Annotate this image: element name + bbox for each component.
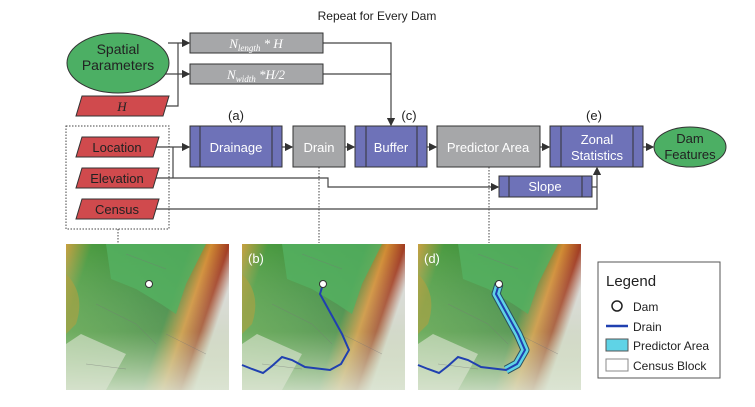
drain-line: [417, 283, 527, 375]
drain-line: [241, 283, 351, 375]
svg-text:H: H: [116, 99, 127, 114]
svg-text:Drain: Drain: [633, 320, 662, 334]
legend: Legend Dam Drain Predictor Area Census B…: [597, 261, 721, 379]
drainage-process: Drainage: [189, 125, 283, 168]
svg-text:Spatial: Spatial: [97, 41, 140, 57]
zonal-statistics-process: Zonal Statistics: [549, 125, 644, 168]
svg-text:Zonal: Zonal: [581, 132, 614, 147]
svg-text:Nwidth *H/2: Nwidth *H/2: [226, 67, 285, 84]
drain-data: Drain: [292, 125, 346, 168]
length-formula-node: Nlength * H: [189, 32, 324, 54]
dam-marker: [145, 280, 153, 288]
location-input-node: Location: [75, 136, 160, 158]
dam-marker: [319, 280, 327, 288]
label-e: (e): [586, 108, 602, 123]
svg-text:Features: Features: [664, 147, 716, 162]
svg-text:Census: Census: [95, 202, 140, 217]
svg-text:Census Block: Census Block: [633, 359, 707, 373]
svg-text:Slope: Slope: [528, 179, 561, 194]
svg-text:Elevation: Elevation: [90, 171, 143, 186]
diagram-title: Repeat for Every Dam: [318, 9, 437, 23]
svg-text:Dam: Dam: [633, 300, 658, 314]
svg-text:Predictor Area: Predictor Area: [447, 140, 530, 155]
map-predictor-area: (d): [417, 243, 582, 391]
label-b: (b): [248, 251, 264, 266]
svg-text:Dam: Dam: [676, 131, 703, 146]
svg-text:Nlength * H: Nlength * H: [228, 36, 283, 53]
predictor-area-symbol-icon: [605, 338, 629, 352]
width-formula-node: Nwidth *H/2: [189, 63, 324, 85]
svg-text:Location: Location: [92, 140, 141, 155]
dam-marker: [495, 280, 503, 288]
svg-text:Parameters: Parameters: [82, 57, 154, 73]
svg-text:Buffer: Buffer: [374, 140, 409, 155]
census-input-node: Census: [75, 198, 160, 220]
label-d: (d): [424, 251, 440, 266]
census-block-symbol-icon: [605, 358, 629, 372]
map-drain: (b): [241, 243, 406, 391]
svg-text:Drain: Drain: [303, 140, 334, 155]
connectors: [155, 38, 655, 210]
dam-features-node: Dam Features: [653, 126, 727, 168]
slope-process: Slope: [498, 175, 593, 198]
dotted-links: [65, 125, 490, 243]
dam-symbol-icon: [611, 300, 623, 312]
svg-text:Predictor Area: Predictor Area: [633, 339, 709, 353]
elevation-input-node: Elevation: [75, 167, 160, 189]
predictor-area-data: Predictor Area: [436, 125, 541, 168]
h-input-node: H: [75, 95, 170, 117]
spatial-parameters-node: Spatial Parameters: [66, 32, 170, 94]
legend-title: Legend: [606, 273, 656, 290]
map-elevation: [65, 243, 230, 391]
label-c: (c): [401, 108, 416, 123]
buffer-process: Buffer: [354, 125, 428, 168]
svg-text:Drainage: Drainage: [210, 140, 263, 155]
svg-text:Statistics: Statistics: [571, 148, 624, 163]
label-a: (a): [228, 108, 244, 123]
